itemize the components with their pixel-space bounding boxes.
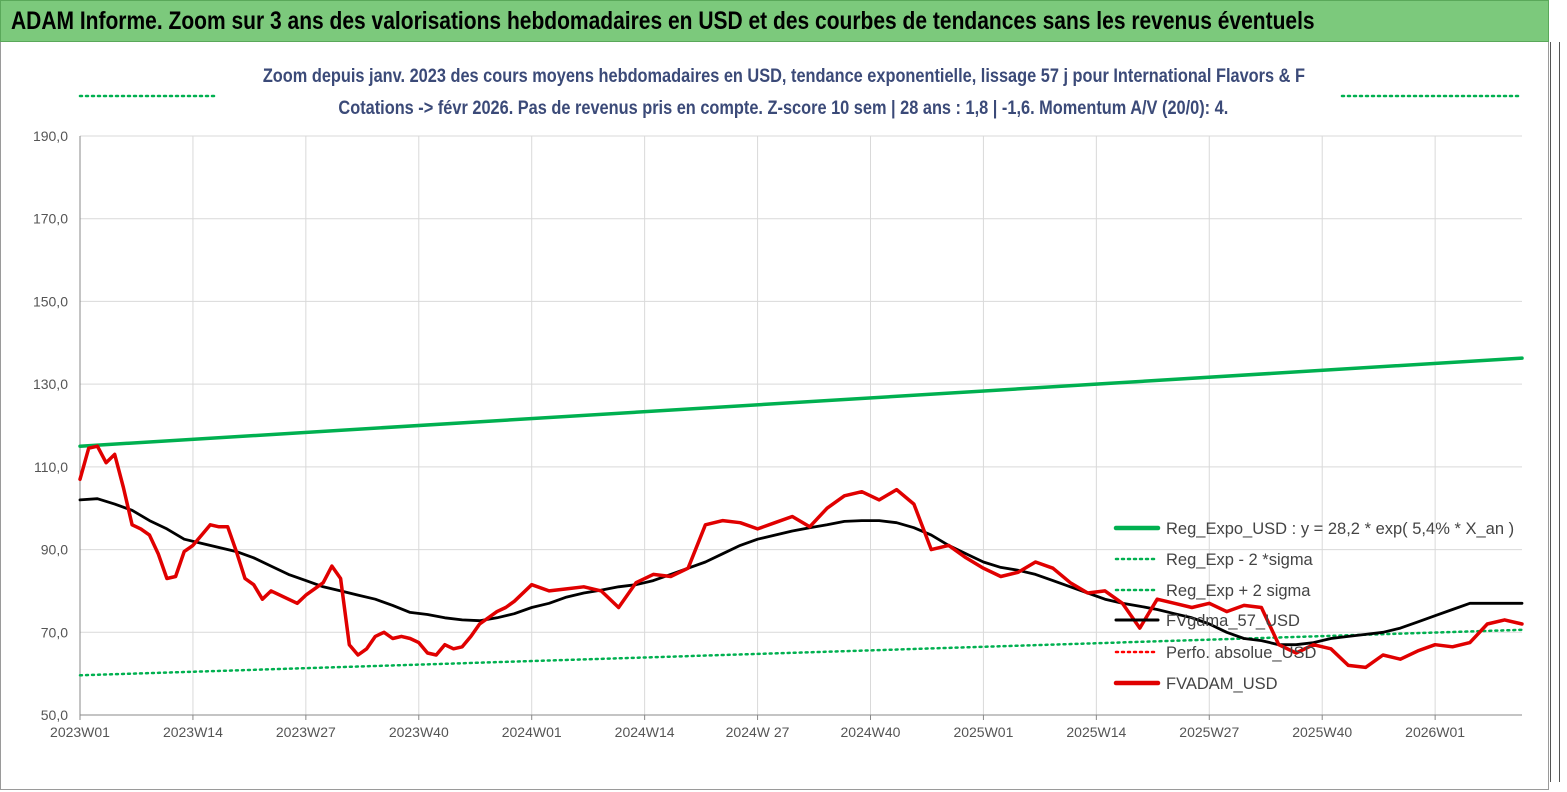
series-fvadam-line [78, 444, 1524, 670]
legend-label: FVgdma_57_USD [1166, 612, 1300, 630]
legend-label: Reg_Exp - 2 *sigma [1166, 551, 1314, 569]
x-tick-label: 2023W01 [50, 724, 110, 740]
legend-label: Reg_Exp + 2 sigma [1166, 582, 1311, 600]
report-title: ADAM Informe. Zoom sur 3 ans des valoris… [11, 7, 1315, 35]
y-tick-label: 110,0 [34, 459, 68, 475]
chart-title-line-2: Cotations -> févr 2026. Pas de revenus p… [338, 98, 1229, 119]
x-tick-label: 2025W01 [953, 724, 1013, 740]
y-tick-label: 150,0 [33, 293, 68, 309]
x-tick-label: 2023W14 [163, 724, 223, 740]
chart-frame [0, 42, 1549, 790]
y-tick-label: 130,0 [33, 376, 68, 392]
series-regression-line [78, 356, 1524, 448]
x-tick-label: 2025W27 [1179, 724, 1239, 740]
y-tick-label: 50,0 [41, 707, 68, 723]
x-tick-label: 2023W27 [276, 724, 336, 740]
x-tick-label: 2024W 27 [726, 724, 790, 740]
x-tick-label: 2026W01 [1405, 724, 1465, 740]
right-scroll-strip [1550, 42, 1560, 782]
report-header: ADAM Informe. Zoom sur 3 ans des valoris… [0, 0, 1549, 42]
legend-label: FVADAM_USD [1166, 675, 1278, 693]
x-tick-label: 2023W40 [389, 724, 449, 740]
legend-label: Perfo. absolue_USD [1166, 644, 1317, 662]
x-tick-label: 2025W40 [1292, 724, 1352, 740]
chart-title-line-1: Zoom depuis janv. 2023 des cours moyens … [262, 66, 1305, 87]
x-tick-label: 2024W01 [502, 724, 562, 740]
legend-label: Reg_Expo_USD : y = 28,2 * exp( 5,4% * X_… [1166, 520, 1514, 538]
x-tick-label: 2024W14 [615, 724, 675, 740]
y-tick-label: 190,0 [33, 128, 68, 144]
y-tick-label: 90,0 [41, 542, 68, 558]
x-tick-label: 2025W14 [1066, 724, 1126, 740]
y-tick-label: 70,0 [41, 624, 68, 640]
series-lower-sigma-line [78, 628, 1524, 677]
x-tick-label: 2024W40 [841, 724, 901, 740]
y-tick-label: 170,0 [33, 211, 68, 227]
